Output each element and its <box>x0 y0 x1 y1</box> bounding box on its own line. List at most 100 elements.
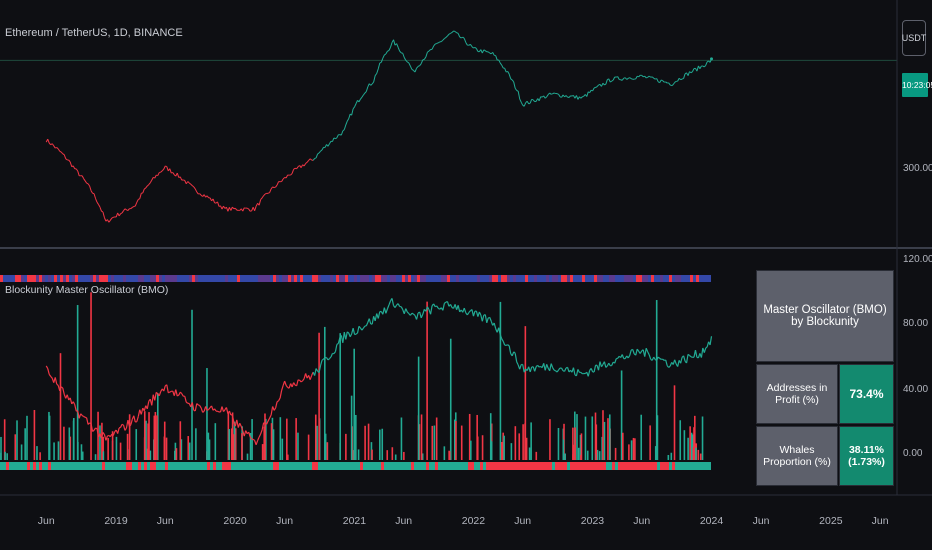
price-line-segment <box>101 210 104 213</box>
top-regime-stripe <box>252 275 255 282</box>
bottom-regime-stripe <box>27 462 30 470</box>
histogram-bar <box>145 420 147 460</box>
price-line-segment <box>384 53 387 56</box>
histogram-bar <box>241 433 243 460</box>
histogram-bar <box>598 451 601 460</box>
bottom-regime-stripe <box>456 462 459 470</box>
indicator-title[interactable]: Blockunity Master Oscillator (BMO) <box>5 284 169 296</box>
oscillator-line-segment <box>248 431 251 438</box>
bottom-regime-stripe <box>537 462 540 470</box>
bottom-regime-stripe <box>531 462 534 470</box>
bottom-regime-stripe <box>675 462 678 470</box>
top-regime-stripe <box>63 275 66 282</box>
bottom-regime-stripe <box>396 462 399 470</box>
bottom-regime-stripe <box>60 462 63 470</box>
bottom-regime-stripe <box>672 462 675 470</box>
bottom-regime-stripe <box>282 462 285 470</box>
price-line-segment <box>575 95 579 100</box>
price-line-segment <box>600 82 604 87</box>
top-regime-stripe <box>216 275 219 282</box>
top-regime-stripe <box>0 275 3 282</box>
histogram-bar <box>156 415 158 460</box>
symbol-title[interactable]: Ethereum / TetherUS, 1D, BINANCE <box>5 27 183 39</box>
bottom-regime-stripe <box>432 462 435 470</box>
histogram-bar <box>80 444 83 460</box>
histogram-bar <box>514 426 517 460</box>
top-regime-stripe <box>660 275 663 282</box>
top-regime-stripe <box>696 275 699 282</box>
bottom-regime-stripe <box>345 462 348 470</box>
top-regime-stripe <box>78 275 81 282</box>
oscillator-line-segment <box>50 376 53 379</box>
histogram-bar <box>584 416 587 460</box>
oscillator-line-segment <box>155 391 159 395</box>
histogram-bar <box>72 418 75 460</box>
top-regime-stripe <box>18 275 21 282</box>
top-regime-stripe <box>588 275 591 282</box>
top-regime-stripe <box>45 275 48 282</box>
currency-button[interactable]: USDT <box>902 20 926 56</box>
price-line-segment <box>111 216 114 219</box>
time-axis-tick: Jun <box>276 515 294 527</box>
histogram-bar <box>232 434 235 460</box>
price-line-segment <box>134 202 138 207</box>
oscillator-line-segment <box>231 414 235 423</box>
oscillator-line-segment <box>166 384 169 393</box>
price-line-segment <box>291 169 295 174</box>
price-line-segment <box>433 43 436 47</box>
price-line-segment <box>246 207 249 210</box>
top-regime-stripe <box>186 275 189 282</box>
bottom-regime-stripe <box>300 462 303 470</box>
price-line-segment <box>351 108 354 116</box>
price-line-segment <box>409 65 413 70</box>
top-regime-stripe <box>474 275 477 282</box>
histogram-bar <box>115 436 118 460</box>
oscillator-line-segment <box>222 409 226 412</box>
price-line-segment <box>692 68 695 72</box>
price-line-segment <box>403 57 407 61</box>
oscillator-line-segment <box>546 364 549 369</box>
bottom-regime-stripe <box>162 462 165 470</box>
top-regime-stripe <box>597 275 600 282</box>
price-line-segment <box>438 41 441 44</box>
top-regime-stripe <box>687 275 690 282</box>
oscillator-line-segment <box>593 365 597 373</box>
histogram-bar <box>364 425 366 460</box>
price-line-segment <box>146 184 150 187</box>
price-line-segment <box>510 78 513 81</box>
top-regime-stripe <box>360 275 363 282</box>
oscillator-line-segment <box>534 366 537 372</box>
price-line-segment <box>481 49 485 54</box>
price-line-segment <box>93 193 97 199</box>
oscillator-line-segment <box>196 403 199 406</box>
top-regime-stripe <box>183 275 186 282</box>
histogram-bar <box>655 300 658 460</box>
bottom-regime-stripe <box>81 462 84 470</box>
bottom-regime-stripe <box>87 462 90 470</box>
histogram-bar <box>57 441 60 460</box>
bottom-regime-stripe <box>138 462 141 470</box>
top-regime-stripe <box>42 275 45 282</box>
price-line-segment <box>109 217 113 221</box>
price-line-segment <box>456 32 459 34</box>
histogram-bar <box>153 415 156 460</box>
top-regime-stripe <box>654 275 657 282</box>
time-axis-tick: 2020 <box>223 515 247 527</box>
price-line-segment <box>127 208 130 211</box>
price-line-segment <box>108 219 111 223</box>
top-regime-stripe <box>69 275 72 282</box>
oscillator-line-segment <box>309 375 313 380</box>
histogram-bar <box>518 433 521 460</box>
price-line-segment <box>296 166 299 170</box>
top-regime-stripe <box>531 275 534 282</box>
price-line-segment <box>397 47 401 52</box>
bottom-regime-stripe <box>135 462 138 470</box>
price-line-segment <box>300 164 304 168</box>
price-line-segment <box>380 58 384 63</box>
price-line-segment <box>267 192 270 194</box>
bottom-regime-stripe <box>210 462 213 470</box>
top-regime-stripe <box>651 275 654 282</box>
price-line-segment <box>348 113 351 119</box>
top-regime-stripe <box>681 275 684 282</box>
oscillator-line-segment <box>56 383 59 386</box>
